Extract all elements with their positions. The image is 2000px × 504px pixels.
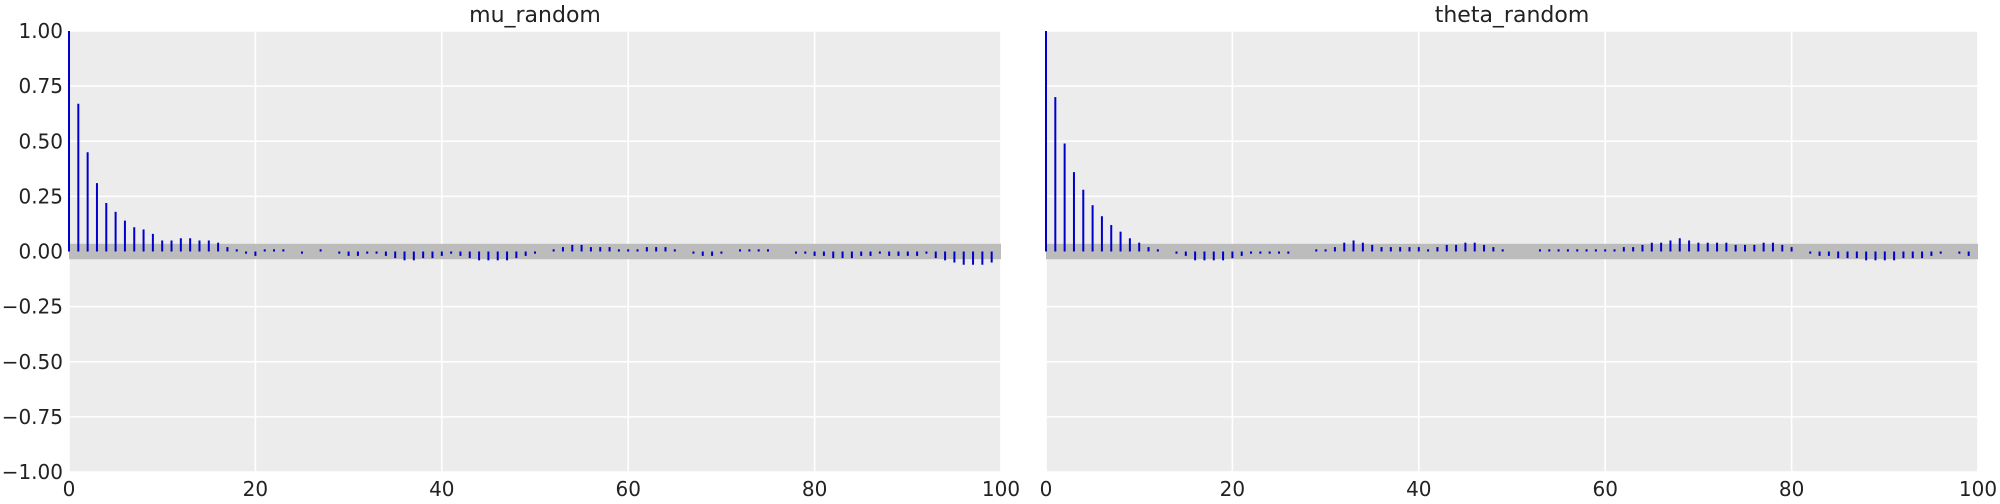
y-tick-label: −0.50	[2, 350, 63, 374]
x-tick-label: 40	[429, 477, 454, 500]
x-tick-label: 60	[1592, 477, 1617, 500]
y-tick-label: 0.25	[18, 184, 63, 208]
y-tick-label: 0.75	[18, 74, 63, 98]
x-tick-label: 80	[1779, 477, 1804, 500]
acf-panel-2: theta_random 0 20 40 60 80 100	[1040, 3, 1997, 501]
y-tick-label: 0.50	[18, 129, 63, 153]
x-tick-label: 100	[1959, 477, 1997, 500]
x-tick-label: 40	[1406, 477, 1431, 500]
y-tick-label: 0.00	[18, 240, 63, 264]
y-tick-label: −0.75	[2, 405, 63, 429]
x-tick-label: 20	[243, 477, 268, 500]
x-tick-label: 0	[1040, 477, 1053, 500]
y-tick-label: −1.00	[2, 460, 63, 484]
x-tick-label: 20	[1220, 477, 1245, 500]
x-tick-label: 60	[615, 477, 640, 500]
acf-panel-1: mu_random 0 20 40 60 80 100 1.00 0.75 0.50 0.25 0.0…	[2, 3, 1020, 501]
y-tick-label: −0.25	[2, 295, 63, 319]
panel-title: mu_random	[469, 3, 601, 28]
x-tick-label: 0	[63, 477, 76, 500]
x-tick-label: 80	[802, 477, 827, 500]
y-tick-label: 1.00	[18, 19, 63, 43]
x-tick-label: 100	[982, 477, 1020, 500]
panel-title: theta_random	[1435, 3, 1590, 28]
